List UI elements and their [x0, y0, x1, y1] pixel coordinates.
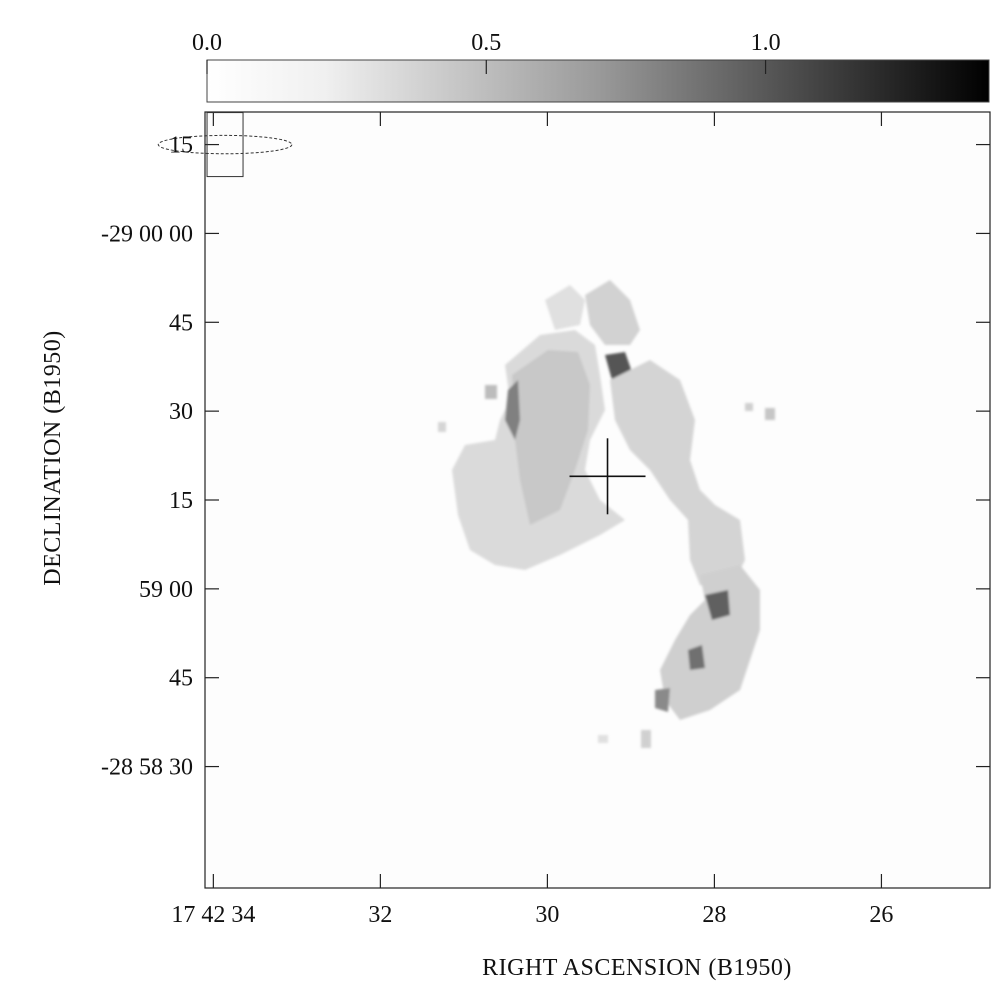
plot-area [157, 111, 991, 889]
emission-map [438, 280, 775, 748]
y-tick-label-0: -28 58 30 [101, 755, 193, 781]
x-tick-label-2: 30 [535, 902, 559, 928]
y-ticks [205, 143, 990, 768]
y-tick-label-1: 45 [169, 666, 193, 692]
emission-speck-1 [485, 385, 497, 399]
emission-east-dark-1 [705, 590, 730, 620]
position-cross-marker [569, 438, 646, 515]
colorbar-frame [206, 59, 990, 103]
emission-east-dark-2 [688, 645, 705, 670]
emission-speck-4 [438, 422, 446, 432]
y-axis-title: DECLINATION (B1950) [40, 330, 66, 585]
x-tick-labels: 17 42 34 32 30 28 26 [171, 902, 893, 928]
emission-speck-3 [765, 408, 775, 420]
emission-west-inner [512, 350, 590, 525]
beam-ellipse [157, 134, 293, 155]
y-tick-label-3: 15 [169, 488, 193, 514]
x-tick-label-3: 28 [702, 902, 726, 928]
colorbar-tick-label-1: 0.5 [471, 30, 501, 56]
colorbar-tick-label-0: 0.0 [192, 30, 222, 56]
y-tick-label-2: 59 00 [139, 577, 193, 603]
emission-east-dark-3 [655, 688, 670, 712]
x-ticks [212, 112, 883, 888]
emission-east-arm-mid [660, 565, 760, 720]
colorbar-tick-labels: 0.0 0.5 1.0 [192, 30, 781, 56]
x-tick-label-4: 26 [869, 902, 893, 928]
emission-north-blob [585, 280, 640, 345]
emission-speck-5 [641, 730, 651, 748]
emission-north-tip [545, 285, 585, 330]
y-tick-label-7: 15 [169, 133, 193, 159]
x-tick-label-1: 32 [368, 902, 392, 928]
y-tick-label-5: 45 [169, 310, 193, 336]
emission-east-arm-upper [610, 360, 745, 590]
colorbar-tick-label-2: 1.0 [751, 30, 781, 56]
colorbar-gradient [207, 60, 989, 102]
emission-speck-2 [745, 403, 753, 411]
beam-box [206, 112, 244, 178]
y-tick-labels: -28 58 30 45 59 00 15 30 45 -29 00 00 15 [101, 133, 193, 781]
x-axis-title: RIGHT ASCENSION (B1950) [482, 955, 792, 981]
emission-west-dark [505, 380, 520, 440]
emission-speck-6 [598, 735, 608, 743]
y-tick-label-6: -29 00 00 [101, 221, 193, 247]
beam-indicator [157, 112, 293, 178]
colorbar-ticks [206, 60, 767, 74]
y-tick-label-4: 30 [169, 399, 193, 425]
x-tick-label-0: 17 42 34 [171, 902, 255, 928]
colorbar: 0.0 0.5 1.0 [192, 30, 990, 103]
